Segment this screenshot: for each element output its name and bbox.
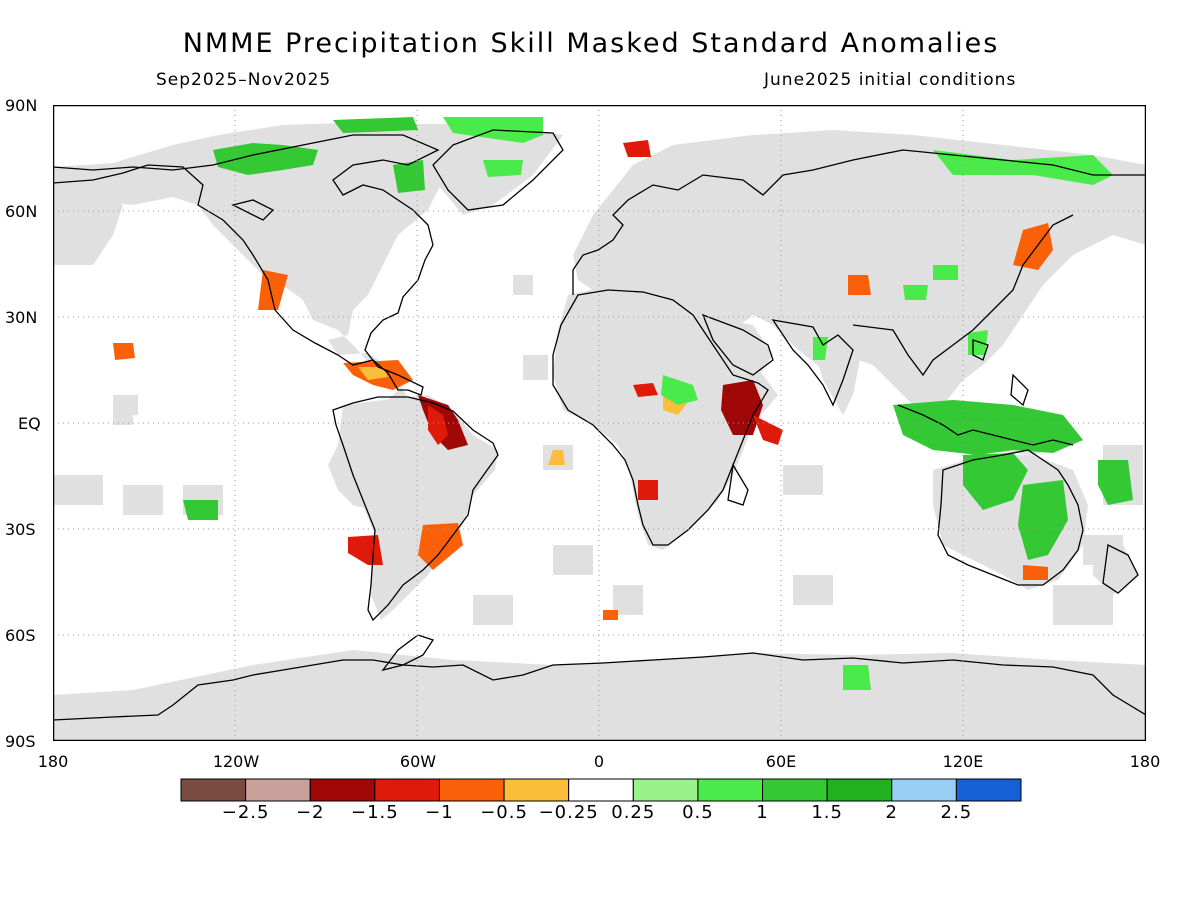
lon-label-120e: 120E (942, 752, 984, 771)
color-swatch (955, 778, 1022, 802)
lon-label-60w: 60W (399, 752, 437, 771)
lat-label-60n: 60N (5, 202, 38, 221)
lon-label-0: 0 (593, 752, 605, 771)
color-swatch (503, 778, 570, 802)
color-swatch (697, 778, 764, 802)
color-scale-label: −1.5 (350, 802, 399, 823)
wet-anomalies (183, 117, 1133, 690)
color-swatch (309, 778, 376, 802)
color-swatch (568, 778, 634, 802)
color-scale-label: −0.5 (480, 802, 528, 823)
color-scale-label: 0.5 (682, 802, 714, 823)
color-scale-label: −2 (295, 802, 325, 823)
map-title: NMME Precipitation Skill Masked Standard… (182, 28, 1000, 59)
color-swatch (374, 778, 440, 802)
color-scale-label: 1 (756, 802, 769, 823)
color-swatch (826, 778, 893, 802)
color-scale-label: −2.5 (221, 802, 270, 823)
color-swatch (632, 778, 699, 802)
color-scale-label: −1 (425, 802, 454, 823)
initial-conditions: June2025 initial conditions (764, 70, 1017, 90)
color-swatch (180, 778, 247, 802)
color-swatch (245, 778, 311, 802)
lon-label-60e: 60E (765, 752, 797, 771)
lat-label-30s: 30S (5, 520, 36, 539)
color-scale-label: 0.25 (611, 802, 656, 823)
lon-label-180e: 180 (1129, 752, 1161, 771)
map-frame (53, 105, 1146, 741)
lat-label-30n: 30N (5, 308, 38, 327)
color-swatch (891, 778, 957, 802)
color-scale-label: 2.5 (940, 802, 973, 823)
coastlines (53, 129, 1146, 721)
color-swatch (438, 778, 505, 802)
color-scale-label: −0.25 (538, 802, 599, 823)
lon-label-120w: 120W (212, 752, 260, 771)
forecast-period: Sep2025–Nov2025 (156, 70, 332, 90)
color-scale-label: 2 (885, 802, 898, 823)
lat-label-eq: EQ (18, 414, 41, 433)
world-map (53, 105, 1146, 741)
color-scale-label: 1.5 (811, 802, 843, 823)
lat-label-90n: 90N (5, 96, 38, 115)
color-scale (180, 778, 1022, 802)
lon-label-180w: 180 (37, 752, 69, 771)
lat-label-90s: 90S (5, 732, 36, 751)
color-swatch (762, 778, 828, 802)
graticule (53, 105, 1146, 741)
lat-label-60s: 60S (5, 626, 36, 645)
